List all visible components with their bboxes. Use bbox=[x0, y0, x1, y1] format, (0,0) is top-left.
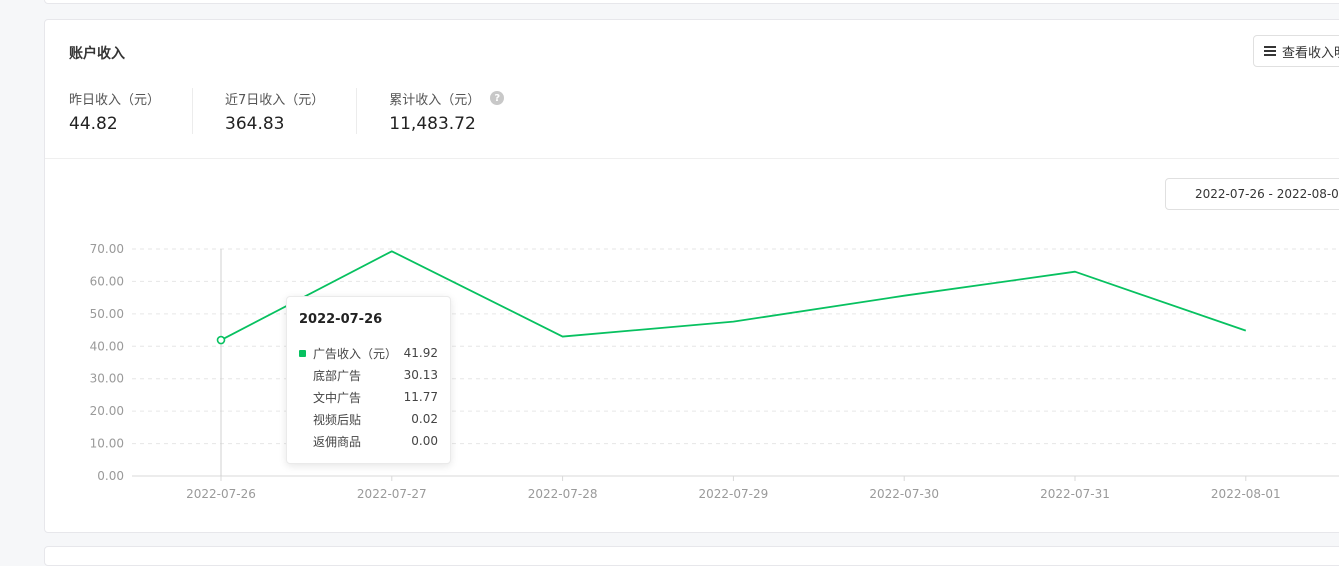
tooltip-row-value: 41.92 bbox=[403, 346, 438, 360]
tooltip-row-value: 0.02 bbox=[411, 412, 438, 426]
next-card bbox=[44, 546, 1339, 566]
tooltip-row: 返佣商品 0.00 bbox=[299, 430, 438, 452]
stat-label: 近7日收入（元） bbox=[225, 92, 325, 108]
x-tick-label: 2022-08-01 bbox=[1211, 487, 1281, 501]
x-tick-label: 2022-07-31 bbox=[1040, 487, 1110, 501]
tooltip-row-name: 广告收入（元） bbox=[313, 346, 398, 361]
stat-label: 昨日收入（元） bbox=[69, 92, 161, 108]
tooltip-row-value: 11.77 bbox=[403, 390, 438, 404]
data-point bbox=[216, 335, 226, 345]
y-tick-label: 30.00 bbox=[90, 372, 124, 386]
tooltip-row-name: 文中广告 bbox=[313, 390, 362, 405]
tooltip-date: 2022-07-26 bbox=[299, 312, 383, 327]
y-tick-label: 0.00 bbox=[97, 469, 124, 483]
stat-value: 11,483.72 bbox=[389, 114, 476, 134]
stat-last-7-days: 近7日收入（元） 364.83 bbox=[192, 88, 356, 134]
view-income-detail-label: 查看收入明 bbox=[1282, 45, 1339, 61]
tooltip-row-name: 视频后贴 bbox=[313, 412, 362, 427]
y-tick-label: 60.00 bbox=[90, 274, 124, 288]
tooltip-row-name: 底部广告 bbox=[313, 368, 362, 383]
series-marker bbox=[299, 349, 306, 357]
date-range-picker[interactable]: 2022-07-26 - 2022-08-01 bbox=[1165, 178, 1339, 210]
stat-value: 364.83 bbox=[225, 114, 285, 134]
stat-label: 累计收入（元） bbox=[389, 92, 481, 108]
y-tick-label: 50.00 bbox=[90, 307, 124, 321]
previous-card bbox=[44, 0, 1339, 4]
y-tick-label: 40.00 bbox=[90, 339, 124, 353]
help-icon[interactable]: ? bbox=[490, 91, 505, 105]
stat-total: 累计收入（元） ? 11,483.72 bbox=[356, 88, 536, 134]
y-tick-label: 70.00 bbox=[90, 242, 124, 256]
x-tick-label: 2022-07-29 bbox=[699, 487, 769, 501]
view-income-detail-button[interactable]: 查看收入明 bbox=[1253, 35, 1339, 67]
x-tick-label: 2022-07-26 bbox=[186, 487, 256, 501]
tooltip-row: 视频后贴 0.02 bbox=[299, 408, 438, 430]
y-tick-label: 20.00 bbox=[90, 404, 124, 418]
tooltip-row: 文中广告 11.77 bbox=[299, 386, 438, 408]
tooltip-row: 底部广告 30.13 bbox=[299, 364, 438, 386]
y-tick-label: 10.00 bbox=[90, 437, 124, 451]
tooltip-row-value: 30.13 bbox=[403, 368, 438, 382]
income-stats: 昨日收入（元） 44.82 近7日收入（元） 364.83 累计收入（元） ? … bbox=[69, 88, 536, 134]
income-line-chart: 0.00 10.00 20.00 30.00 40.00 50.00 60.00 70.00 2… bbox=[90, 242, 1339, 501]
list-icon bbox=[1264, 46, 1276, 56]
stat-value: 44.82 bbox=[69, 114, 118, 134]
x-tick-label: 2022-07-27 bbox=[357, 487, 427, 501]
tooltip-row: 广告收入（元） 41.92 bbox=[299, 342, 438, 364]
divider bbox=[45, 158, 1339, 159]
account-income-card: 账户收入 查看收入明 昨日收入（元） 44.82 近7日收入（元） 364.83… bbox=[44, 19, 1339, 533]
chart-tooltip: 2022-07-26 广告收入（元） 41.92 底部广告 30.13 文中广告… bbox=[286, 296, 451, 464]
tooltip-row-value: 0.00 bbox=[411, 434, 438, 448]
card-title: 账户收入 bbox=[69, 46, 125, 62]
tooltip-row-name: 返佣商品 bbox=[313, 434, 362, 449]
stat-yesterday: 昨日收入（元） 44.82 bbox=[69, 88, 192, 135]
x-tick-label: 2022-07-30 bbox=[869, 487, 939, 501]
x-tick-label: 2022-07-28 bbox=[528, 487, 598, 501]
series-line bbox=[220, 250, 1247, 341]
